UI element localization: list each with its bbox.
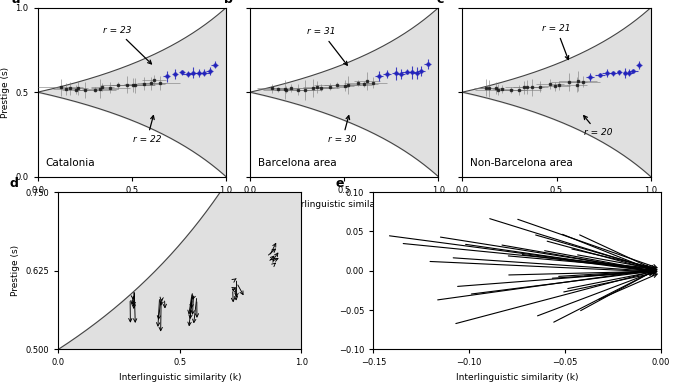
Y-axis label: Prestige (s): Prestige (s) (11, 245, 20, 296)
X-axis label: Interlinguistic similarity (k): Interlinguistic similarity (k) (71, 200, 193, 209)
Text: Catalonia: Catalonia (45, 158, 95, 168)
X-axis label: Interlinguistic similarity (k): Interlinguistic similarity (k) (283, 200, 406, 209)
Text: b: b (223, 0, 232, 6)
X-axis label: Interlinguistic similarity (k): Interlinguistic similarity (k) (495, 200, 618, 209)
Text: r = 31: r = 31 (308, 27, 347, 65)
Text: d: d (10, 177, 18, 190)
Text: r = 30: r = 30 (328, 116, 357, 144)
Text: r = 21: r = 21 (543, 24, 571, 60)
Y-axis label: Prestige (s): Prestige (s) (1, 66, 10, 118)
Text: r = 20: r = 20 (584, 116, 612, 137)
X-axis label: Interlinguistic similarity (k): Interlinguistic similarity (k) (456, 373, 578, 382)
Text: Non-Barcelona area: Non-Barcelona area (470, 158, 573, 168)
Text: a: a (11, 0, 20, 6)
Text: r = 23: r = 23 (103, 26, 151, 64)
Text: r = 22: r = 22 (133, 116, 161, 144)
X-axis label: Interlinguistic similarity (k): Interlinguistic similarity (k) (119, 373, 241, 382)
Text: Barcelona area: Barcelona area (258, 158, 336, 168)
Text: e: e (336, 177, 345, 190)
Text: c: c (436, 0, 443, 6)
